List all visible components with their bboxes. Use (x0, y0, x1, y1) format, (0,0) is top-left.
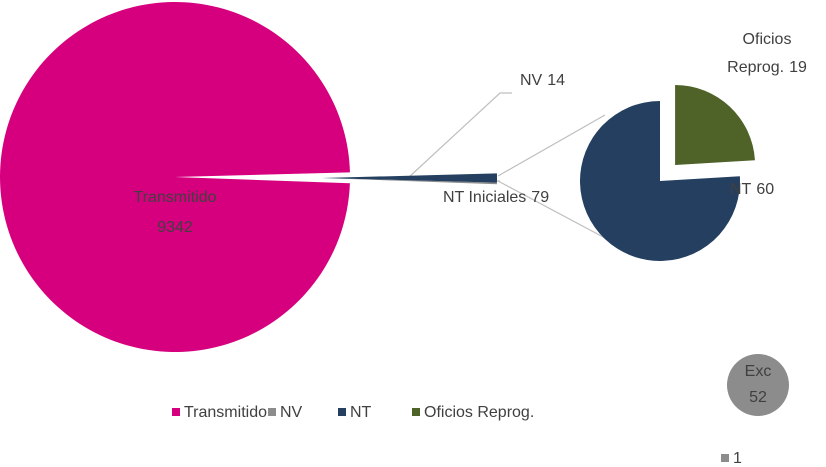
data-label: NV 14 (520, 72, 565, 89)
legend-marker (268, 408, 276, 416)
connector-line (497, 180, 606, 239)
pie-slice (675, 84, 755, 165)
label-part: NV (520, 72, 543, 89)
label-part: 19 (789, 59, 807, 76)
label-part: NT Iniciales (443, 189, 526, 206)
legend-marker (721, 454, 729, 462)
pie-slice (322, 173, 497, 183)
label-part: NT (730, 181, 752, 198)
legend-label: Transmitido (184, 404, 267, 421)
pie-slice (580, 101, 740, 262)
connector-line (497, 114, 606, 177)
label-part: 79 (531, 189, 549, 206)
legend-marker (338, 408, 346, 416)
label-part: Exc (745, 363, 772, 380)
data-label: Exc 52 (745, 363, 772, 406)
legend-label: 1 (733, 450, 742, 467)
leader-line (407, 92, 512, 179)
data-label: Oficios Reprog. 19 (727, 31, 807, 76)
legend-marker (172, 408, 180, 416)
data-label: Transmitido 9342 (134, 189, 217, 236)
pie-slice (322, 178, 497, 185)
data-label: NT 60 (730, 181, 774, 198)
pie-slice (727, 354, 789, 416)
label-part: 60 (756, 181, 774, 198)
pie-slice (0, 1, 350, 352)
label-part: Transmitido (134, 189, 217, 206)
legend-label: NT (350, 404, 372, 421)
label-part: 14 (547, 72, 565, 89)
legend-label: Oficios Reprog. (424, 404, 534, 421)
label-part: Oficios (743, 31, 792, 48)
label-part: Reprog. (727, 59, 784, 76)
legend-label: NV (280, 404, 303, 421)
label-part: 9342 (157, 219, 193, 236)
data-label: NT Iniciales 79 (443, 189, 549, 206)
label-part: 52 (749, 389, 767, 406)
legend-marker (412, 408, 420, 416)
